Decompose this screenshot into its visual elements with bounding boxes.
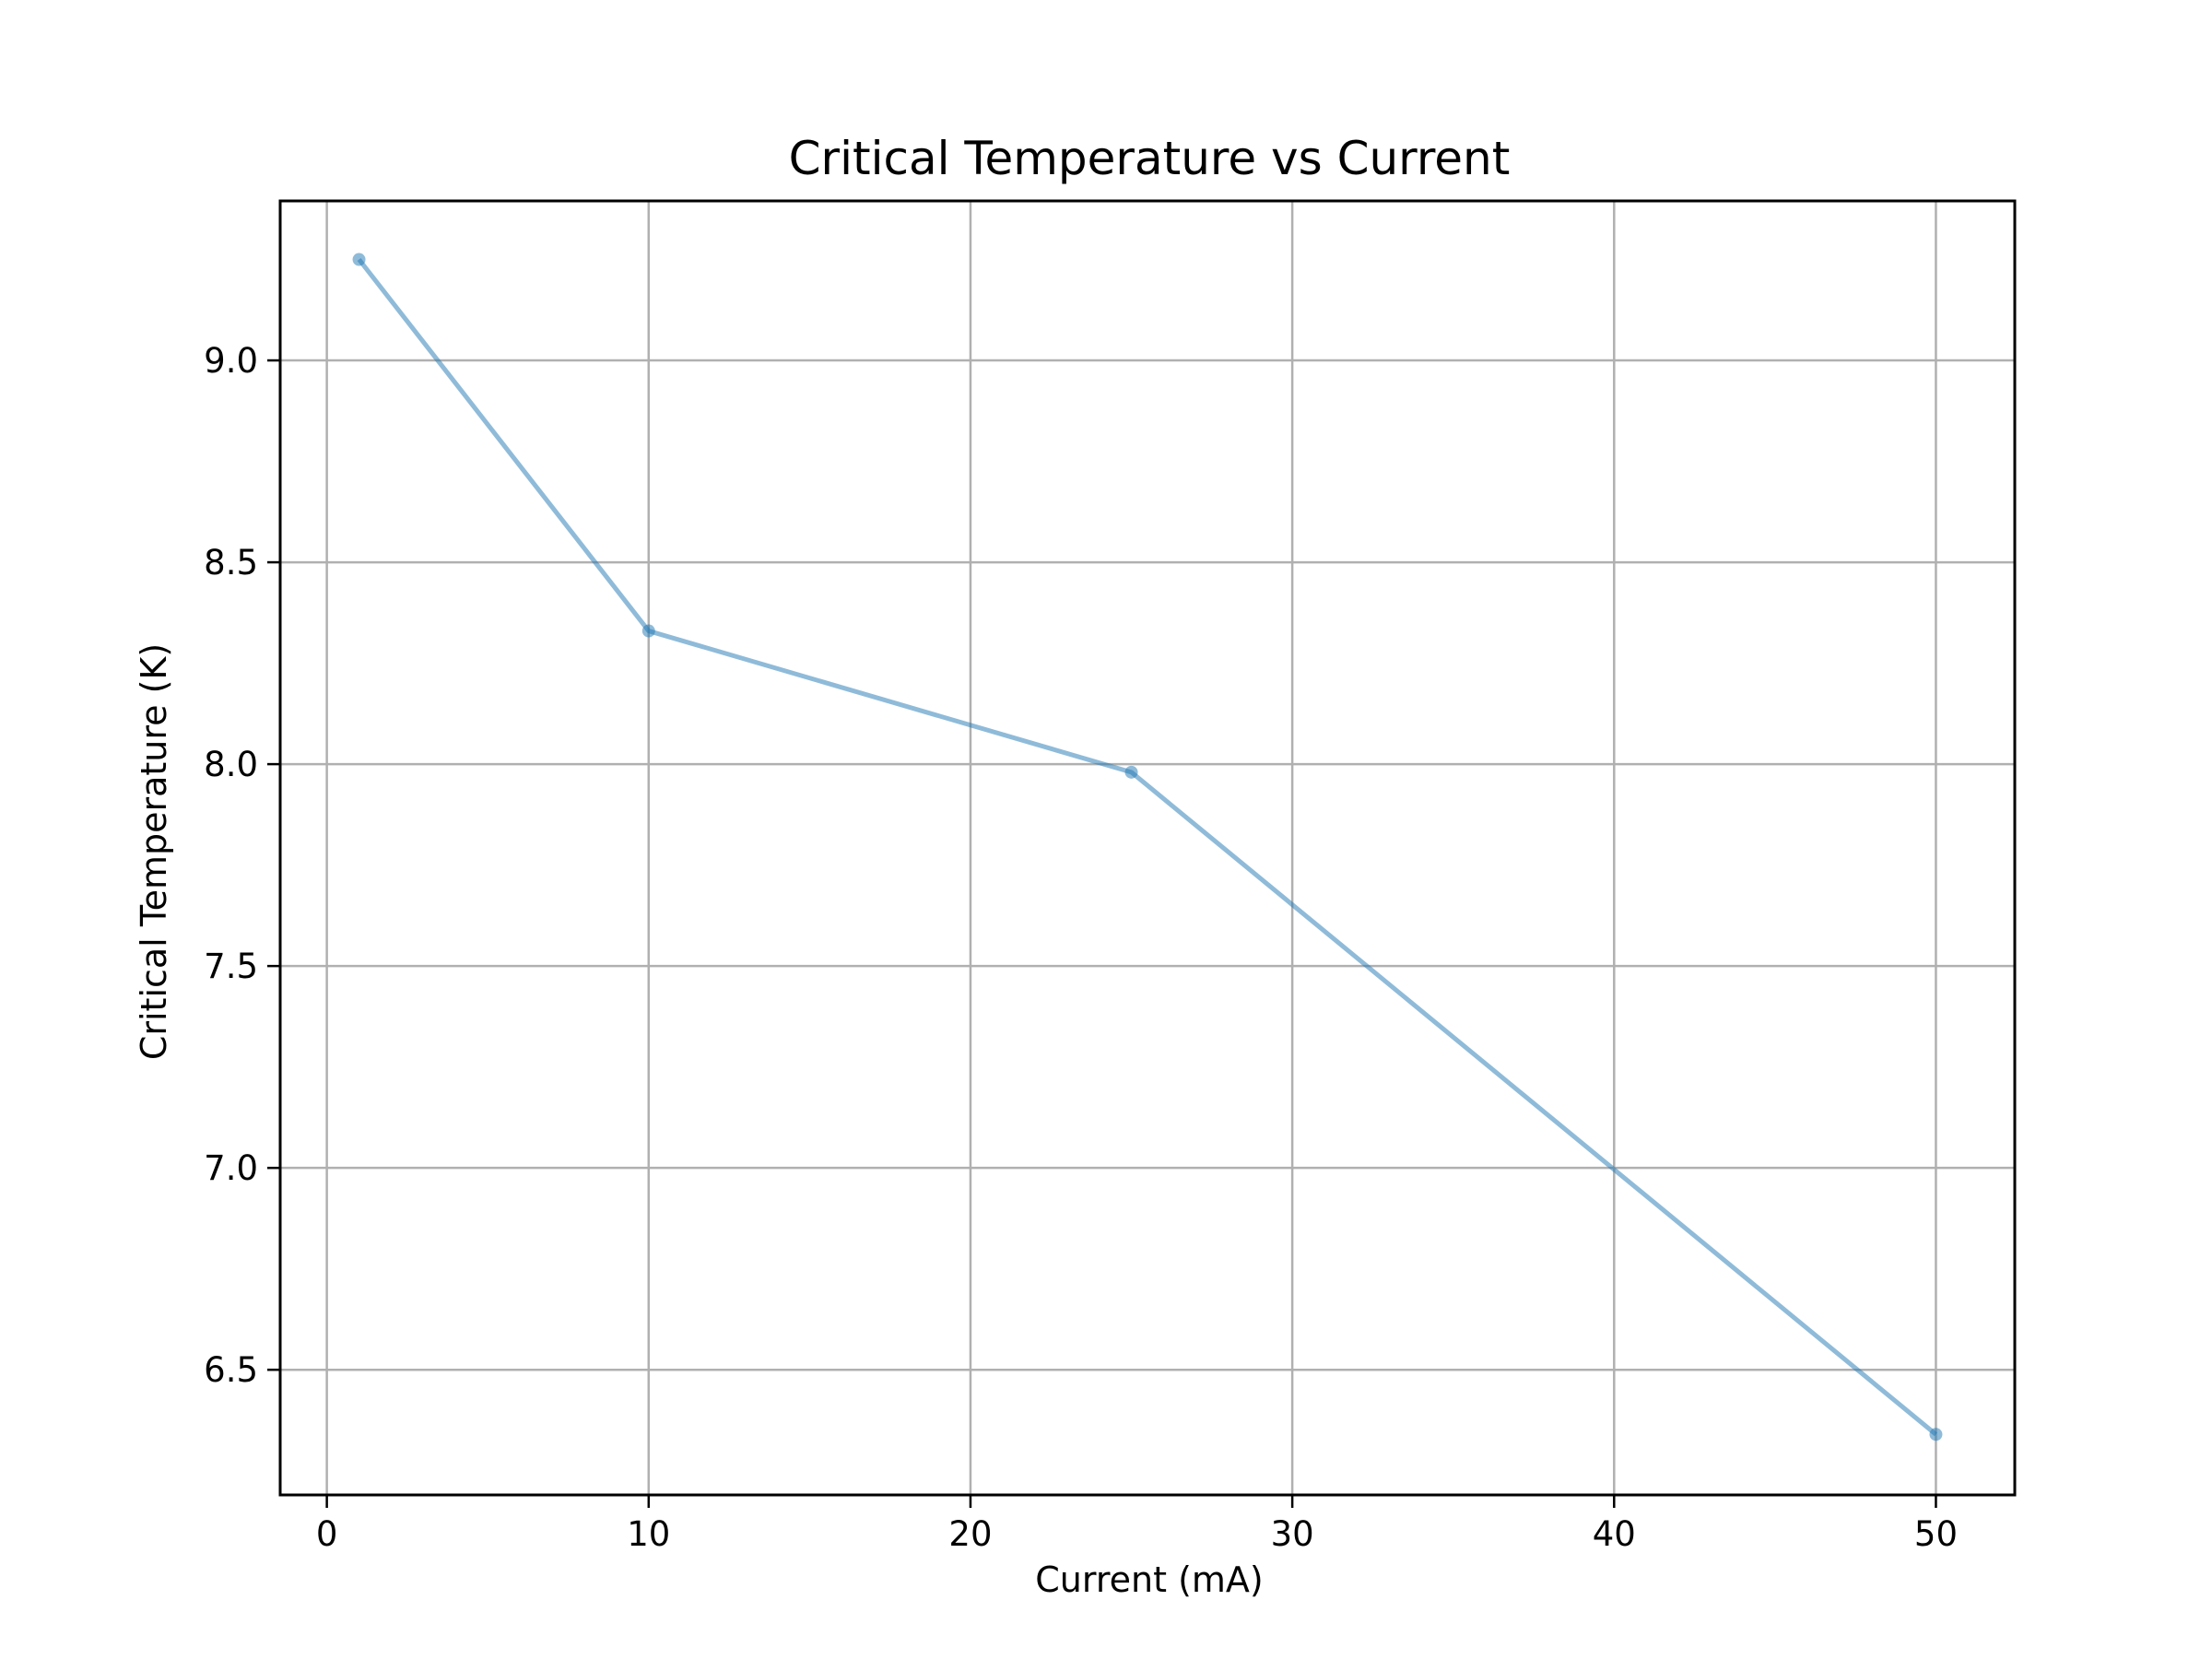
- x-tick-label: 10: [627, 1514, 670, 1554]
- x-tick-label: 40: [1593, 1514, 1636, 1554]
- y-axis-label: Critical Temperature (K): [134, 643, 174, 1060]
- y-tick-label: 9.0: [204, 341, 258, 381]
- data-point: [641, 624, 655, 638]
- y-tick-label: 8.0: [204, 745, 258, 784]
- data-point: [352, 253, 366, 266]
- series-layer: [352, 253, 1943, 1441]
- data-point: [1929, 1428, 1943, 1441]
- x-tick-label: 0: [316, 1514, 338, 1554]
- grid-layer: [280, 201, 2015, 1495]
- y-tick-label: 8.5: [204, 543, 258, 582]
- axes-frame: [278, 199, 2017, 1497]
- data-point: [1124, 765, 1138, 779]
- x-tick-label: 20: [948, 1514, 992, 1554]
- x-axis-label: Current (mA): [1035, 1559, 1263, 1600]
- x-tick-label: 50: [1914, 1514, 1958, 1554]
- y-tick-label: 6.5: [204, 1350, 258, 1390]
- y-tick-label: 7.0: [204, 1148, 258, 1188]
- tick-layer: 0 10 20 30 40 50 6.5 7.0 7.5 8.0 8.5 9.0: [204, 341, 1958, 1554]
- chart-title: Critical Temperature vs Current: [789, 132, 1511, 185]
- x-tick-label: 30: [1271, 1514, 1314, 1554]
- series-line: [357, 257, 1938, 1437]
- y-tick-label: 7.5: [204, 947, 258, 986]
